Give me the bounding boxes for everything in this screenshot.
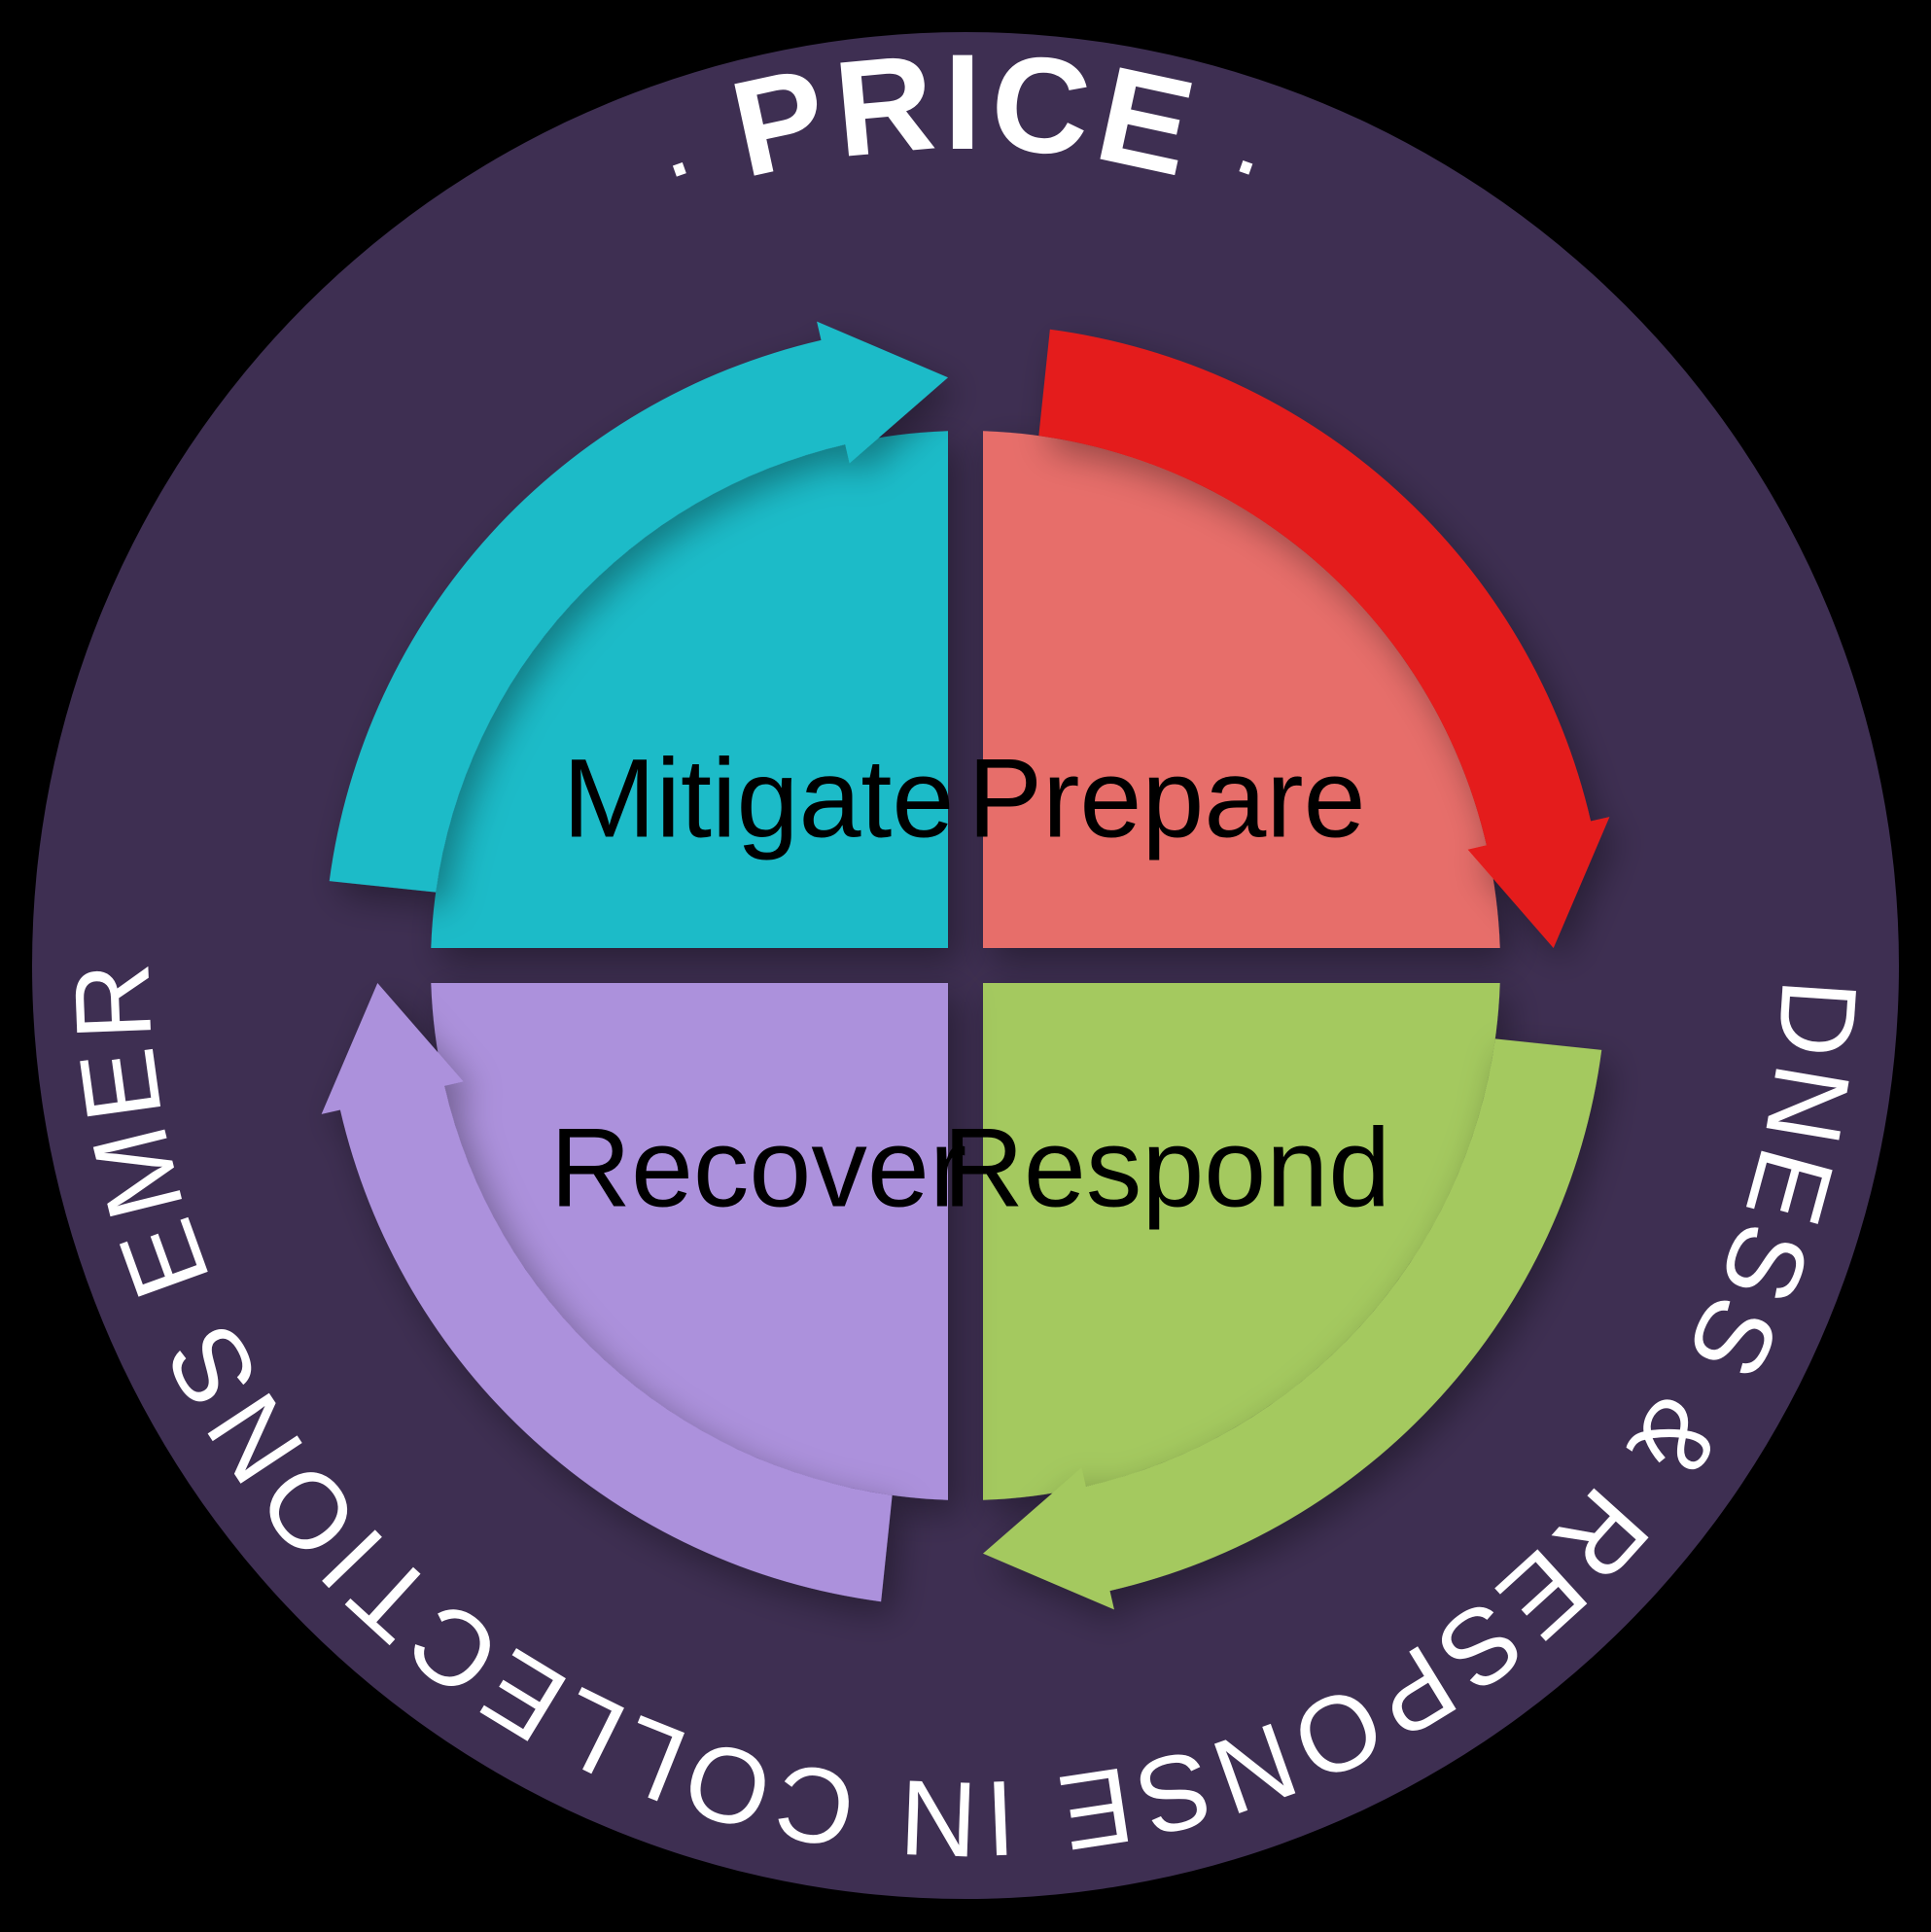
quadrant-recover-label: Recover <box>550 1106 966 1230</box>
quadrant-prepare-label: Prepare <box>967 736 1365 861</box>
quadrant-mitigate-label: Mitigate <box>563 736 955 861</box>
outer-circle <box>32 32 1899 1899</box>
price-diagram: · PRICE · PREPAREDNESS & RESPONSE IN COL… <box>0 0 1931 1932</box>
quadrant-respond-label: Respond <box>943 1106 1390 1230</box>
